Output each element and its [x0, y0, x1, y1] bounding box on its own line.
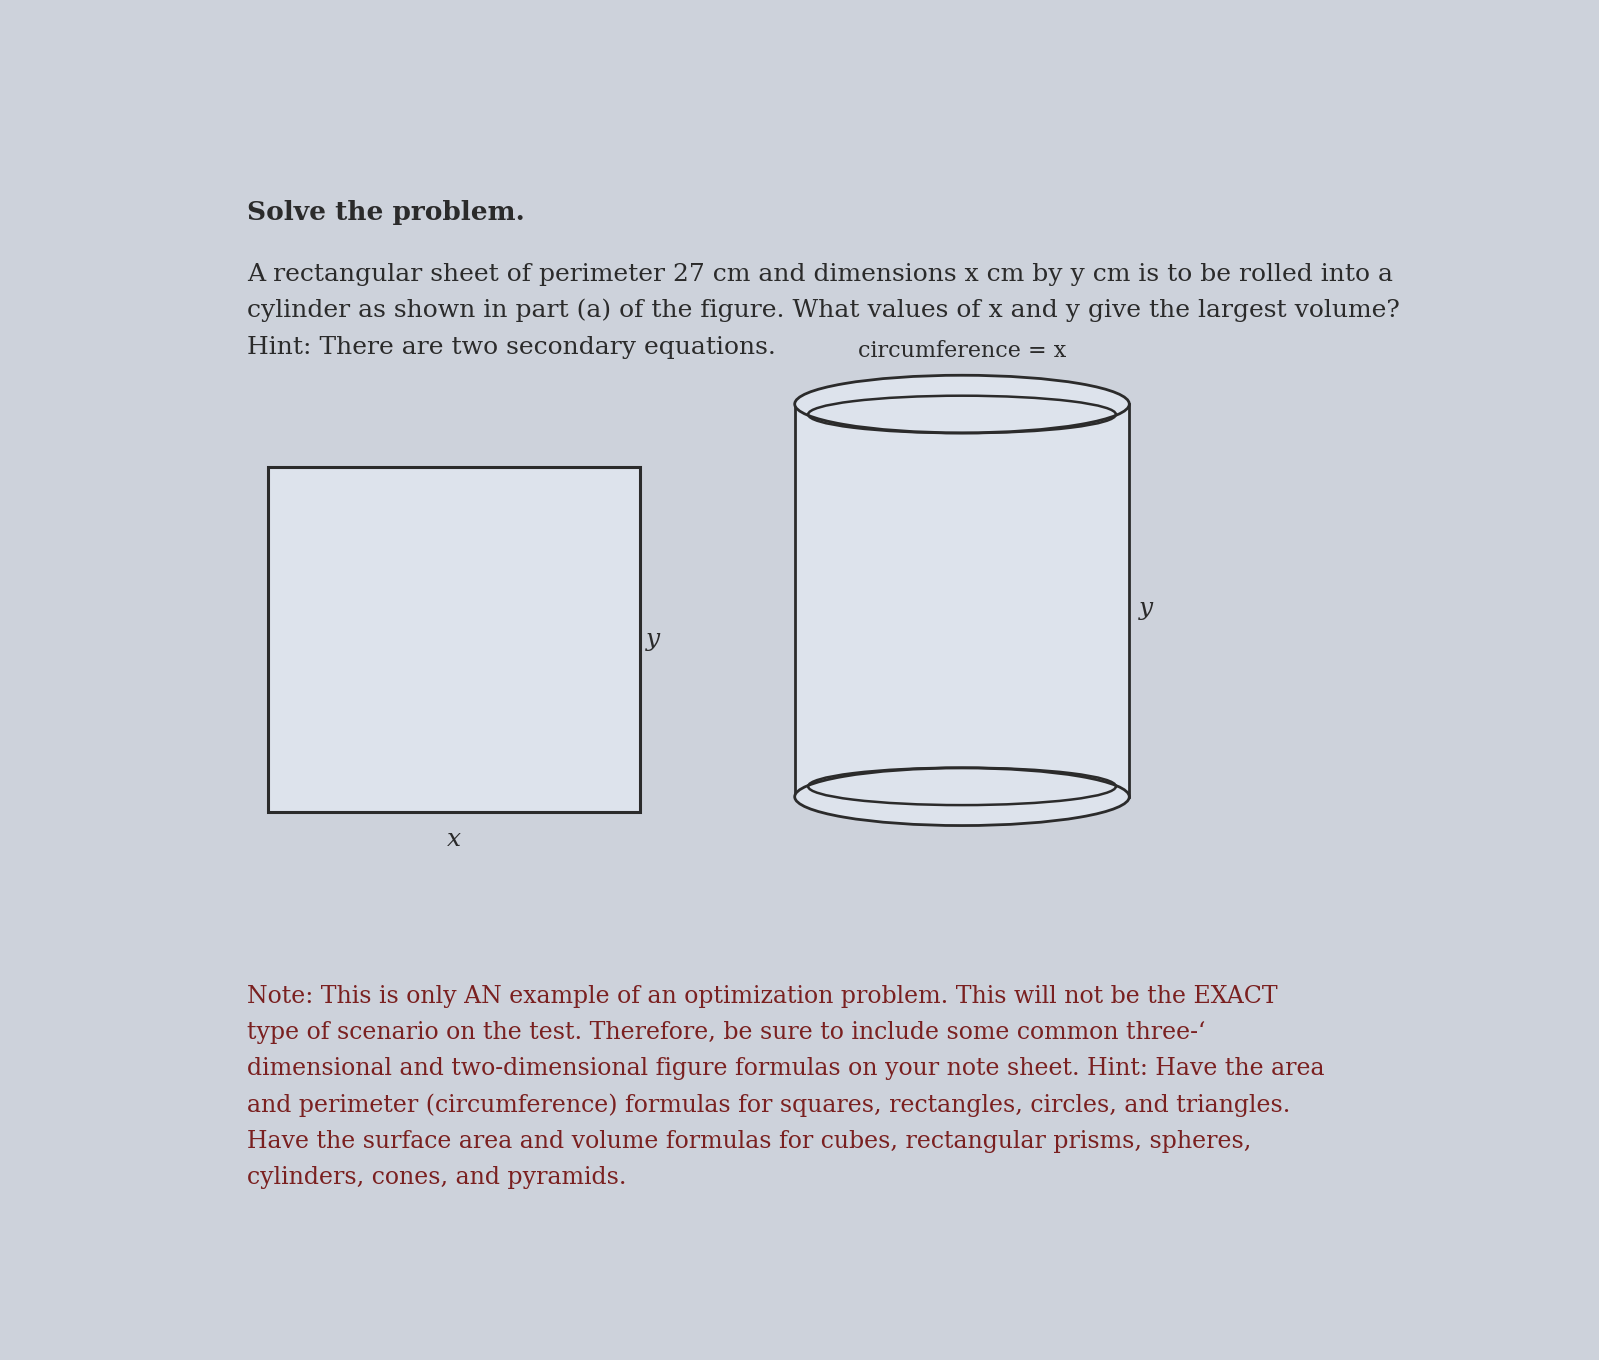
- Ellipse shape: [795, 768, 1129, 826]
- Text: y: y: [646, 628, 660, 651]
- Text: x: x: [446, 828, 461, 851]
- Text: y: y: [1138, 597, 1153, 620]
- Bar: [795, 404, 1129, 797]
- Text: circumference = x: circumference = x: [859, 340, 1067, 362]
- Ellipse shape: [795, 375, 1129, 432]
- Text: A rectangular sheet of perimeter 27 cm and dimensions x cm by y cm is to be roll: A rectangular sheet of perimeter 27 cm a…: [246, 262, 1399, 322]
- Text: Hint: There are two secondary equations.: Hint: There are two secondary equations.: [246, 336, 776, 359]
- Text: Note: This is only AN example of an optimization problem. This will not be the E: Note: This is only AN example of an opti…: [246, 985, 1324, 1189]
- Text: Solve the problem.: Solve the problem.: [246, 200, 524, 224]
- Bar: [269, 466, 640, 812]
